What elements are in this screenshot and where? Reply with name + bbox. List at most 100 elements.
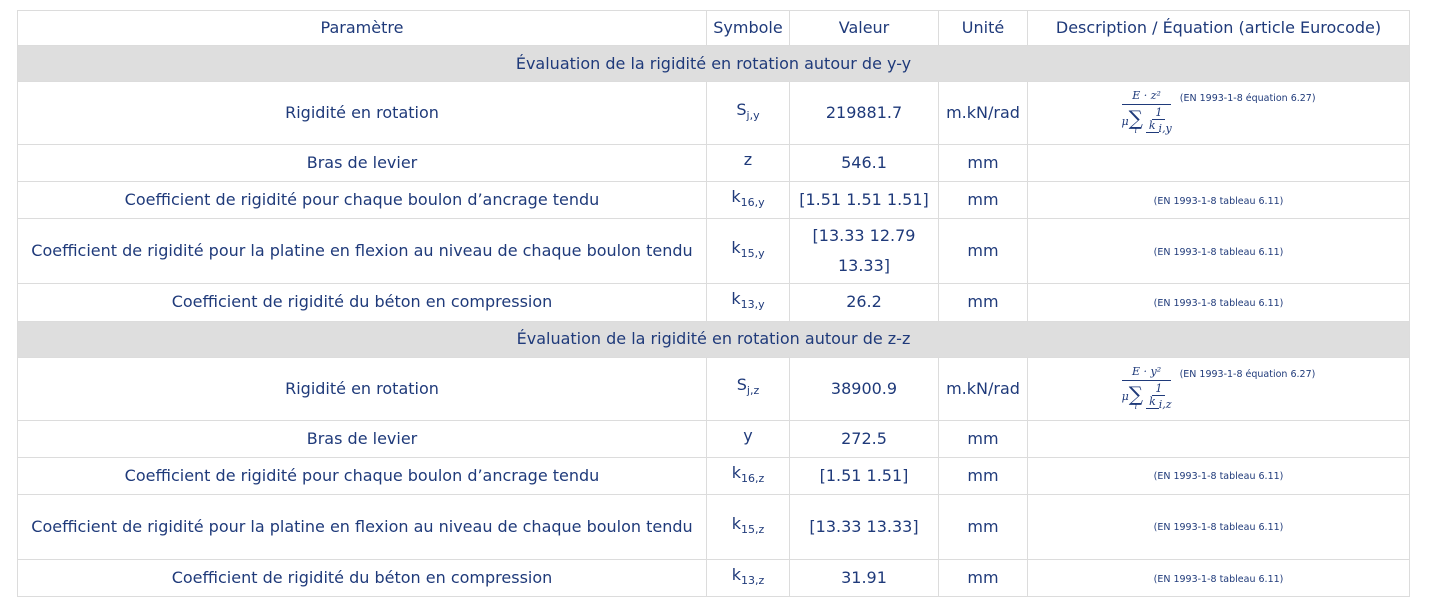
section-title: Évaluation de la rigidité en rotation au… — [17, 45, 1410, 82]
symbol-cell: k15,z — [706, 493, 790, 560]
header-symbole: Symbole — [706, 10, 790, 46]
equation-formula: E · y² μ ∑ i 1 k i,z (EN 1993-1-8 équation 6.27… — [1121, 364, 1316, 412]
description-cell: (EN 1993-1-8 tableau 6.11) — [1027, 181, 1410, 220]
symbol-subscript: 13,y — [740, 298, 765, 312]
table-row: Rigidité en rotation Sj,z 38900.9 m.kN/r… — [17, 356, 1410, 421]
unit-cell: m.kN/rad — [938, 81, 1028, 145]
unit-cell: mm — [938, 181, 1028, 220]
symbol-cell: k16,y — [706, 181, 790, 220]
value-cell: [13.33 12.79 13.33] — [789, 218, 939, 285]
description-cell: (EN 1993-1-8 tableau 6.11) — [1027, 493, 1410, 560]
sum-index: i — [1134, 401, 1138, 411]
eurocode-reference: (EN 1993-1-8 tableau 6.11) — [1153, 522, 1284, 534]
table-row: Bras de levier y 272.5 mm — [17, 419, 1410, 458]
symbol-subscript: j,z — [746, 384, 760, 398]
param-cell: Coefficient de rigidité pour chaque boul… — [17, 181, 707, 220]
symbol: k — [731, 564, 741, 584]
value-cell: 546.1 — [789, 143, 939, 183]
description-cell: E · y² μ ∑ i 1 k i,z (EN 1993-1-8 équation 6.27… — [1027, 356, 1410, 421]
symbol: k — [731, 187, 741, 207]
value-cell: 31.91 — [789, 558, 939, 597]
table-row: Rigidité en rotation Sj,y 219881.7 m.kN/… — [17, 81, 1410, 145]
inner-denominator-sub: i,y — [1158, 122, 1172, 136]
value-cell: [13.33 13.33] — [789, 493, 939, 560]
symbol-subscript: 16,y — [740, 196, 765, 210]
header-parametre: Paramètre — [17, 10, 707, 46]
symbol: y — [743, 425, 753, 445]
inner-denominator: k — [1145, 119, 1159, 134]
symbol-cell: y — [706, 419, 790, 458]
symbol: S — [736, 375, 747, 395]
symbol: k — [731, 289, 741, 309]
param-cell: Rigidité en rotation — [17, 81, 707, 145]
symbol-subscript: 15,z — [740, 523, 765, 537]
symbol: k — [731, 238, 741, 258]
eurocode-reference: (EN 1993-1-8 équation 6.27) — [1179, 93, 1316, 105]
table-row: Coefficient de rigidité pour chaque boul… — [17, 181, 1410, 220]
table-row: Coefficient de rigidité du béton en comp… — [17, 283, 1410, 322]
unit-cell: mm — [938, 218, 1028, 285]
header-unite: Unité — [938, 10, 1028, 46]
eurocode-reference: (EN 1993-1-8 tableau 6.11) — [1153, 297, 1284, 309]
section-row: Évaluation de la rigidité en rotation au… — [17, 320, 1410, 358]
unit-cell: m.kN/rad — [938, 356, 1028, 421]
param-cell: Bras de levier — [17, 143, 707, 183]
eurocode-reference: (EN 1993-1-8 tableau 6.11) — [1153, 573, 1284, 585]
eurocode-reference: (EN 1993-1-8 équation 6.27) — [1179, 368, 1316, 380]
symbol-cell: z — [706, 143, 790, 183]
value-cell: [1.51 1.51 1.51] — [789, 181, 939, 220]
value-cell: 219881.7 — [789, 81, 939, 145]
description-cell: E · z² μ ∑ i 1 k i,y (EN 1993-1-8 équation 6.27… — [1027, 81, 1410, 145]
symbol: k — [731, 513, 741, 533]
sum-index: i — [1134, 125, 1138, 135]
param-cell: Rigidité en rotation — [17, 356, 707, 421]
table-row: Bras de levier z 546.1 mm — [17, 143, 1410, 183]
value-cell: 272.5 — [789, 419, 939, 458]
symbol: k — [731, 462, 741, 482]
equation-formula: E · z² μ ∑ i 1 k i,y (EN 1993-1-8 équation 6.27… — [1121, 89, 1316, 136]
symbol-cell: k15,y — [706, 218, 790, 285]
inner-numerator: 1 — [1152, 382, 1166, 397]
param-cell: Coefficient de rigidité pour la platine … — [17, 493, 707, 560]
value-cell: 38900.9 — [789, 356, 939, 421]
symbol-subscript: 13,z — [740, 574, 765, 588]
symbol: z — [743, 150, 753, 169]
symbol: S — [736, 99, 747, 119]
table-row: Coefficient de rigidité pour la platine … — [17, 218, 1410, 285]
table-row: Coefficient de rigidité pour chaque boul… — [17, 456, 1410, 495]
description-cell: (EN 1993-1-8 tableau 6.11) — [1027, 558, 1410, 597]
symbol-cell: k16,z — [706, 456, 790, 495]
header-valeur: Valeur — [789, 10, 939, 46]
eurocode-reference: (EN 1993-1-8 tableau 6.11) — [1153, 471, 1284, 483]
section-row: Évaluation de la rigidité en rotation au… — [17, 45, 1410, 82]
eurocode-reference: (EN 1993-1-8 tableau 6.11) — [1153, 246, 1284, 258]
param-cell: Coefficient de rigidité pour chaque boul… — [17, 456, 707, 495]
symbol-subscript: j,y — [746, 109, 760, 123]
param-cell: Coefficient de rigidité du béton en comp… — [17, 283, 707, 322]
section-title: Évaluation de la rigidité en rotation au… — [17, 320, 1410, 358]
table-row: Coefficient de rigidité pour la platine … — [17, 493, 1410, 560]
description-cell: (EN 1993-1-8 tableau 6.11) — [1027, 283, 1410, 322]
stiffness-table: Paramètre Symbole Valeur Unité Descripti… — [17, 10, 1410, 597]
inner-denominator: k — [1146, 395, 1159, 410]
param-cell: Bras de levier — [17, 419, 707, 458]
symbol-subscript: 15,y — [740, 247, 765, 261]
param-cell: Coefficient de rigidité du béton en comp… — [17, 558, 707, 597]
table-row: Coefficient de rigidité du béton en comp… — [17, 558, 1410, 597]
symbol-cell: k13,z — [706, 558, 790, 597]
formula-numerator: E · z² — [1122, 90, 1171, 106]
description-cell: (EN 1993-1-8 tableau 6.11) — [1027, 218, 1410, 285]
header-row: Paramètre Symbole Valeur Unité Descripti… — [17, 10, 1410, 46]
unit-cell: mm — [938, 493, 1028, 560]
param-cell: Coefficient de rigidité pour la platine … — [17, 218, 707, 285]
formula-numerator: E · y² — [1122, 365, 1172, 381]
unit-cell: mm — [938, 143, 1028, 183]
symbol-subscript: 16,z — [740, 471, 765, 485]
inner-denominator-sub: i,z — [1158, 398, 1172, 412]
symbol-cell: k13,y — [706, 283, 790, 322]
description-cell — [1027, 419, 1410, 458]
unit-cell: mm — [938, 456, 1028, 495]
unit-cell: mm — [938, 558, 1028, 597]
header-description: Description / Équation (article Eurocode… — [1027, 10, 1410, 46]
value-cell: [1.51 1.51] — [789, 456, 939, 495]
